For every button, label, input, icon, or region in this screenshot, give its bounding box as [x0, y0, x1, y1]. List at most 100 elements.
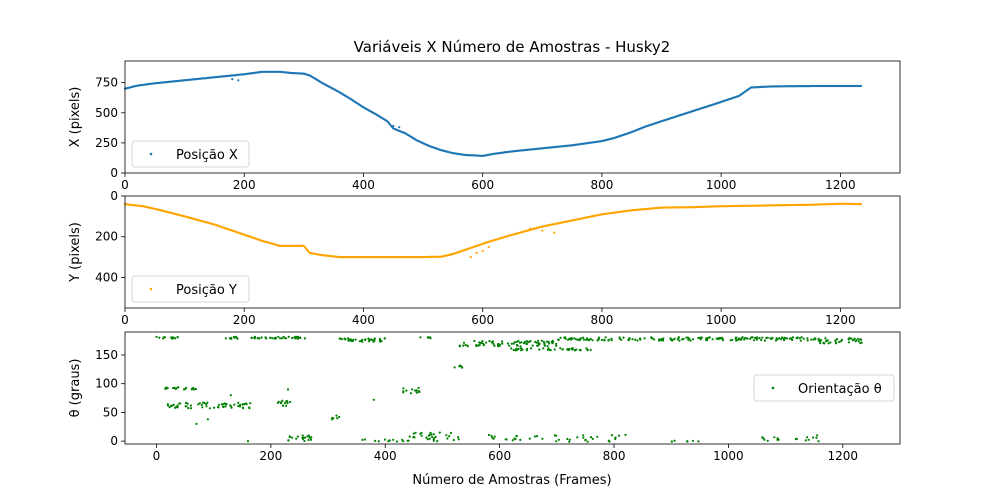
data-point: [600, 338, 604, 342]
y-tick-label: 250: [95, 136, 118, 150]
data-point: [824, 337, 827, 340]
data-point: [774, 339, 778, 342]
data-point: [241, 403, 244, 406]
data-point: [752, 339, 756, 342]
data-point: [361, 438, 364, 441]
data-point: [570, 347, 573, 350]
x-tick-label: 1200: [828, 449, 859, 463]
data-point: [490, 341, 493, 344]
data-point: [307, 438, 310, 442]
data-point: [368, 339, 371, 342]
data-point: [834, 339, 837, 342]
data-point: [553, 231, 556, 234]
data-point: [537, 339, 540, 342]
legend-label: Posição X: [176, 148, 238, 163]
data-point: [685, 336, 688, 339]
data-point: [280, 402, 283, 405]
data-point: [631, 338, 634, 341]
y-axis-label: θ (graus): [68, 359, 83, 418]
data-point: [303, 337, 306, 340]
data-point: [166, 387, 169, 390]
data-point: [372, 398, 375, 401]
data-point: [531, 344, 534, 347]
x-tick-label: 0: [121, 178, 129, 192]
data-point: [610, 434, 614, 437]
data-point: [475, 344, 478, 347]
data-point: [419, 336, 422, 339]
data-point: [836, 338, 839, 341]
data-point: [236, 337, 239, 340]
y-tick-label: 400: [95, 270, 118, 284]
x-tick-label: 400: [374, 449, 397, 463]
data-point: [170, 336, 173, 339]
x-tick-label: 200: [233, 178, 256, 192]
data-point: [417, 386, 420, 389]
data-point: [557, 338, 560, 341]
data-point: [517, 347, 520, 350]
data-point: [658, 338, 661, 341]
data-point: [586, 348, 589, 351]
x-tick-label: 800: [603, 449, 626, 463]
data-point: [287, 439, 290, 442]
plot-frame: [124, 60, 901, 174]
series-points: [155, 335, 863, 443]
x-tick-label: 1200: [825, 178, 856, 192]
data-point: [338, 415, 341, 419]
data-point: [773, 436, 776, 439]
data-point: [838, 340, 841, 343]
data-point: [673, 439, 676, 442]
data-point: [281, 399, 284, 402]
data-point: [834, 342, 838, 345]
data-point: [286, 402, 289, 405]
data-point: [239, 403, 242, 406]
data-point: [614, 436, 617, 439]
data-point: [582, 436, 585, 439]
data-point: [436, 440, 439, 443]
data-point: [697, 440, 700, 443]
x-tick-label: 600: [471, 178, 494, 192]
data-point: [256, 337, 259, 340]
data-point: [457, 436, 460, 439]
data-point: [171, 404, 174, 407]
data-point: [581, 336, 585, 339]
data-point: [670, 440, 673, 443]
y-tick-label: 750: [95, 76, 118, 90]
data-point: [603, 338, 606, 341]
data-point: [336, 417, 339, 420]
data-point: [363, 438, 366, 441]
data-point: [758, 336, 761, 340]
data-point: [546, 348, 549, 351]
data-point: [568, 438, 571, 441]
data-point: [415, 389, 418, 392]
data-point: [553, 348, 556, 351]
data-point: [744, 336, 747, 340]
data-point: [711, 338, 714, 341]
subplot-1: 0 200 400 600 800 1000 1200 0 250 500 750 X (pixels…: [68, 60, 901, 192]
data-point: [388, 439, 391, 442]
data-point: [291, 436, 294, 439]
data-point: [622, 336, 625, 339]
data-point: [420, 431, 423, 435]
data-point: [287, 335, 290, 338]
data-point: [177, 386, 180, 389]
data-point: [253, 335, 257, 338]
data-point: [519, 438, 522, 441]
data-point: [735, 339, 738, 342]
data-point: [547, 340, 550, 343]
data-point: [785, 337, 789, 340]
data-point: [487, 433, 490, 437]
data-point: [344, 338, 347, 341]
data-point: [288, 436, 291, 439]
data-point: [429, 337, 432, 340]
data-point: [847, 341, 851, 344]
data-point: [430, 433, 433, 436]
data-point: [568, 440, 571, 443]
data-point: [604, 336, 607, 339]
data-point: [529, 347, 533, 350]
data-point: [734, 337, 737, 340]
data-point: [295, 437, 298, 440]
data-point: [364, 338, 367, 342]
subplot-2: 0 200 400 600 800 1000 1200 0 200 400 Y (pixels) Po…: [68, 189, 901, 327]
data-point: [518, 341, 522, 344]
